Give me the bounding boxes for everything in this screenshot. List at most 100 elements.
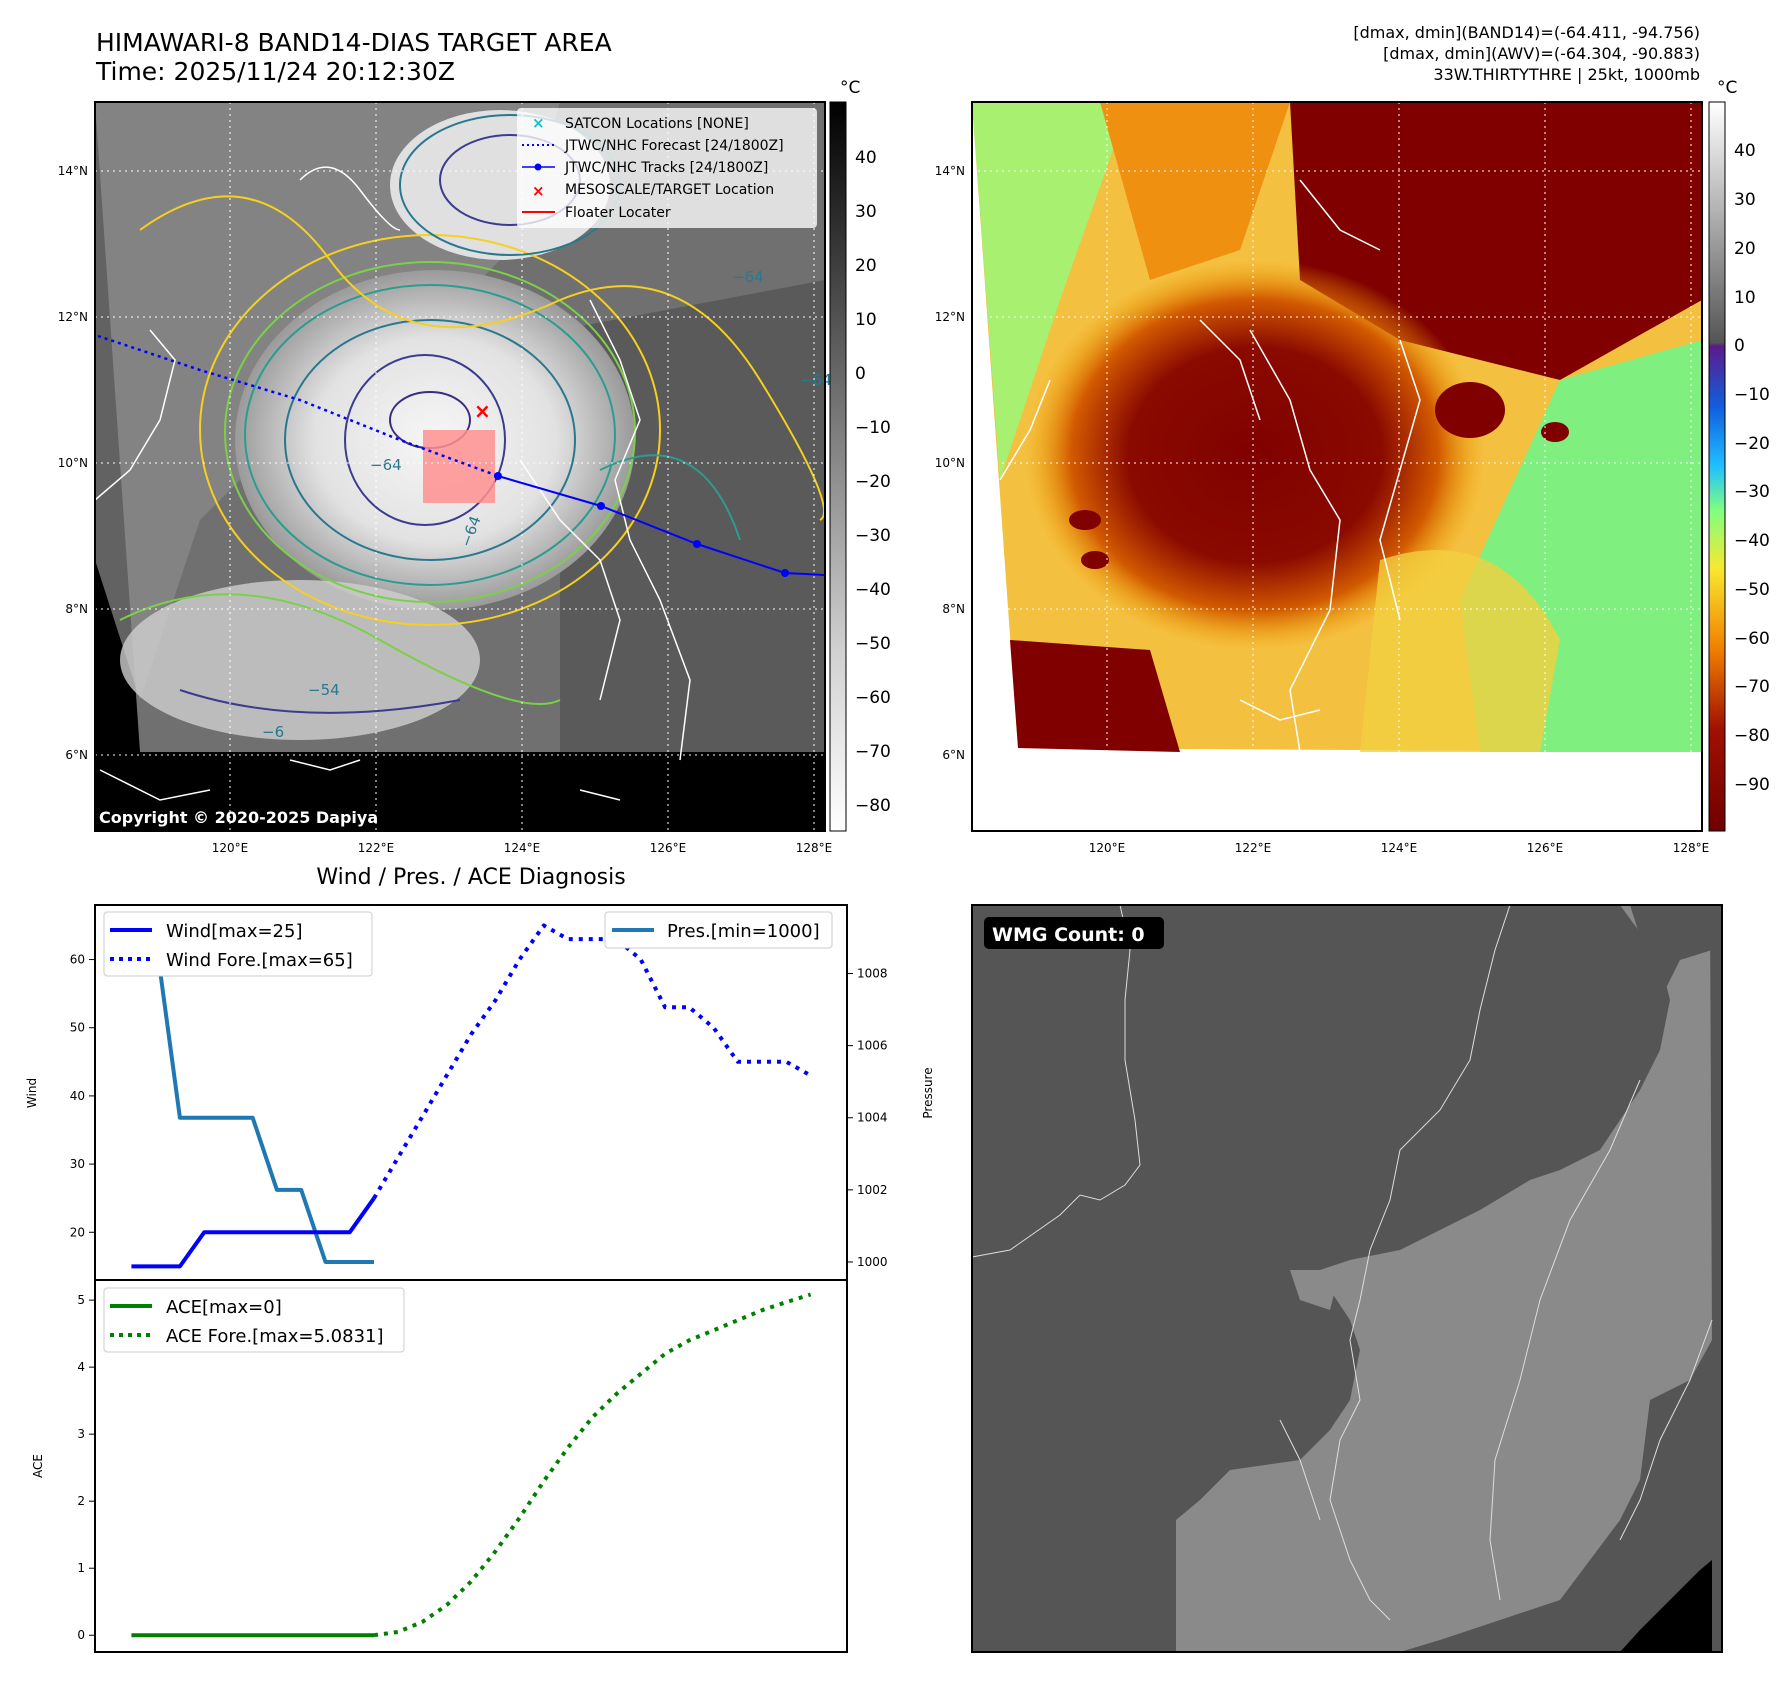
- svg-text:−64: −64: [370, 456, 402, 474]
- svg-text:−50: −50: [1734, 580, 1770, 600]
- ace-tick-label: 4: [77, 1360, 85, 1374]
- wind-forecast-line: [372, 923, 812, 1200]
- svg-text:10: 10: [1734, 288, 1756, 308]
- svg-text:6°N: 6°N: [65, 748, 88, 762]
- ir-lon-labels: 120°E 122°E 124°E 126°E 128°E: [212, 841, 833, 855]
- wind-tick-label: 20: [70, 1225, 85, 1239]
- svg-text:6°N: 6°N: [942, 748, 965, 762]
- ir-title-line2: Time: 2025/11/24 20:12:30Z: [95, 57, 455, 86]
- svg-text:−20: −20: [855, 472, 891, 492]
- ir-legend: × SATCON Locations [NONE] JTWC/NHC Forec…: [517, 108, 817, 228]
- svg-text:12°N: 12°N: [935, 310, 965, 324]
- svg-text:ACE Fore.[max=5.0831]: ACE Fore.[max=5.0831]: [166, 1326, 384, 1347]
- color-lat-labels: 14°N 12°N 10°N 8°N 6°N: [935, 164, 965, 762]
- ace-tick-label: 0: [77, 1628, 85, 1642]
- color-colorbar: °C 40 30 20 10 0 −10 −20 −30 −40 −50 −60…: [1708, 78, 1770, 832]
- svg-text:20: 20: [855, 256, 877, 276]
- svg-text:0: 0: [855, 364, 866, 384]
- svg-text:40: 40: [855, 148, 877, 168]
- pressure-legend: Pres.[min=1000]: [604, 911, 833, 949]
- ace-tick-label: 3: [77, 1427, 85, 1441]
- ir-contour-labels: −64 −64 −64 −64 −54 −6: [262, 268, 832, 741]
- svg-text:−54: −54: [308, 681, 340, 699]
- svg-text:−30: −30: [855, 526, 891, 546]
- svg-text:8°N: 8°N: [942, 602, 965, 616]
- svg-text:JTWC/NHC Forecast [24/1800Z]: JTWC/NHC Forecast [24/1800Z]: [564, 138, 784, 154]
- meta-awv: [dmax, dmin](AWV)=(-64.304, -90.883): [1383, 44, 1700, 63]
- svg-text:−10: −10: [855, 418, 891, 438]
- wind-tick-label: 50: [70, 1021, 85, 1035]
- floater-box: [423, 430, 495, 503]
- svg-text:−80: −80: [1734, 726, 1770, 746]
- pressure-y-ticks: 1000 1002 1004 1006 1008: [847, 967, 888, 1269]
- ir-lat-labels: 14°N 12°N 10°N 8°N 6°N: [58, 164, 88, 762]
- svg-text:×: ×: [532, 114, 545, 132]
- svg-text:−80: −80: [855, 796, 891, 816]
- pressure-tick-label: 1008: [857, 967, 888, 981]
- svg-text:−60: −60: [855, 688, 891, 708]
- svg-text:30: 30: [855, 202, 877, 222]
- svg-text:−64: −64: [800, 371, 832, 389]
- svg-text:Pres.[min=1000]: Pres.[min=1000]: [667, 921, 820, 942]
- svg-text:120°E: 120°E: [212, 841, 249, 855]
- svg-text:Floater Locater: Floater Locater: [565, 205, 671, 221]
- wind-y-ticks: 20 30 40 50 60: [70, 953, 95, 1239]
- meta-band14: [dmax, dmin](BAND14)=(-64.411, -94.756): [1353, 23, 1700, 42]
- diagnosis-panel: Wind / Pres. / ACE Diagnosis Wind Pressu…: [25, 865, 935, 1653]
- svg-text:14°N: 14°N: [58, 164, 88, 178]
- pressure-tick-label: 1000: [857, 1255, 888, 1269]
- ir-coastlines: [94, 166, 691, 801]
- best-track-points: [494, 472, 789, 577]
- svg-text:124°E: 124°E: [504, 841, 541, 855]
- svg-text:−30: −30: [1734, 482, 1770, 502]
- color-map-panel: [dmax, dmin](BAND14)=(-64.411, -94.756) …: [935, 23, 1770, 855]
- wind-axis-label: Wind: [25, 1078, 39, 1108]
- svg-text:10°N: 10°N: [935, 456, 965, 470]
- svg-text:°C: °C: [840, 78, 860, 98]
- pressure-tick-label: 1006: [857, 1039, 888, 1053]
- ir-title-line1: HIMAWARI-8 BAND14-DIAS TARGET AREA: [96, 28, 612, 57]
- svg-text:SATCON Locations [NONE]: SATCON Locations [NONE]: [565, 116, 749, 132]
- svg-text:10°N: 10°N: [58, 456, 88, 470]
- svg-text:Wind Fore.[max=65]: Wind Fore.[max=65]: [166, 950, 353, 971]
- svg-text:12°N: 12°N: [58, 310, 88, 324]
- svg-text:−10: −10: [1734, 385, 1770, 405]
- svg-text:128°E: 128°E: [1673, 841, 1710, 855]
- wmg-badge-bg: [984, 917, 1164, 949]
- svg-text:8°N: 8°N: [65, 602, 88, 616]
- svg-text:−6: −6: [262, 723, 284, 741]
- svg-text:−64: −64: [732, 268, 764, 286]
- svg-text:JTWC/NHC Tracks [24/1800Z]: JTWC/NHC Tracks [24/1800Z]: [564, 160, 768, 176]
- ace-chart: ACE 0 1 2 3 4 5 ACE[max=0] ACE Fore.[max=5.08…: [31, 1279, 848, 1653]
- ace-legend: ACE[max=0] ACE Fore.[max=5.0831]: [103, 1287, 405, 1353]
- svg-text:MESOSCALE/TARGET Location: MESOSCALE/TARGET Location: [565, 182, 774, 198]
- wind-tick-label: 30: [70, 1157, 85, 1171]
- svg-text:−70: −70: [855, 742, 891, 762]
- svg-text:×: ×: [532, 182, 545, 200]
- wind-series: [131, 923, 812, 1269]
- forecast-track: [97, 334, 499, 478]
- svg-text:10: 10: [855, 310, 877, 330]
- wmg-panel: WMG Count: 0: [971, 904, 1723, 1653]
- svg-text:40: 40: [1734, 141, 1756, 161]
- wind-legend: Wind[max=25] Wind Fore.[max=65]: [103, 911, 373, 977]
- ace-y-ticks: 0 1 2 3 4 5: [77, 1293, 95, 1642]
- color-gridlines: [972, 102, 1702, 831]
- target-location-marker: ×: [474, 399, 491, 423]
- ace-tick-label: 2: [77, 1494, 85, 1508]
- pressure-tick-label: 1004: [857, 1111, 888, 1125]
- svg-text:°C: °C: [1717, 78, 1737, 98]
- svg-text:126°E: 126°E: [1527, 841, 1564, 855]
- svg-text:120°E: 120°E: [1089, 841, 1126, 855]
- pressure-tick-label: 1002: [857, 1183, 888, 1197]
- svg-text:ACE[max=0]: ACE[max=0]: [166, 1297, 282, 1318]
- color-lon-labels: 120°E 122°E 124°E 126°E 128°E: [1089, 841, 1710, 855]
- diagnosis-title: Wind / Pres. / ACE Diagnosis: [316, 865, 625, 890]
- ace-tick-label: 5: [77, 1293, 85, 1307]
- pressure-line: [131, 935, 374, 1264]
- wmg-count-badge: WMG Count: 0: [992, 924, 1145, 946]
- svg-text:128°E: 128°E: [796, 841, 833, 855]
- svg-text:−40: −40: [855, 580, 891, 600]
- svg-text:−50: −50: [855, 634, 891, 654]
